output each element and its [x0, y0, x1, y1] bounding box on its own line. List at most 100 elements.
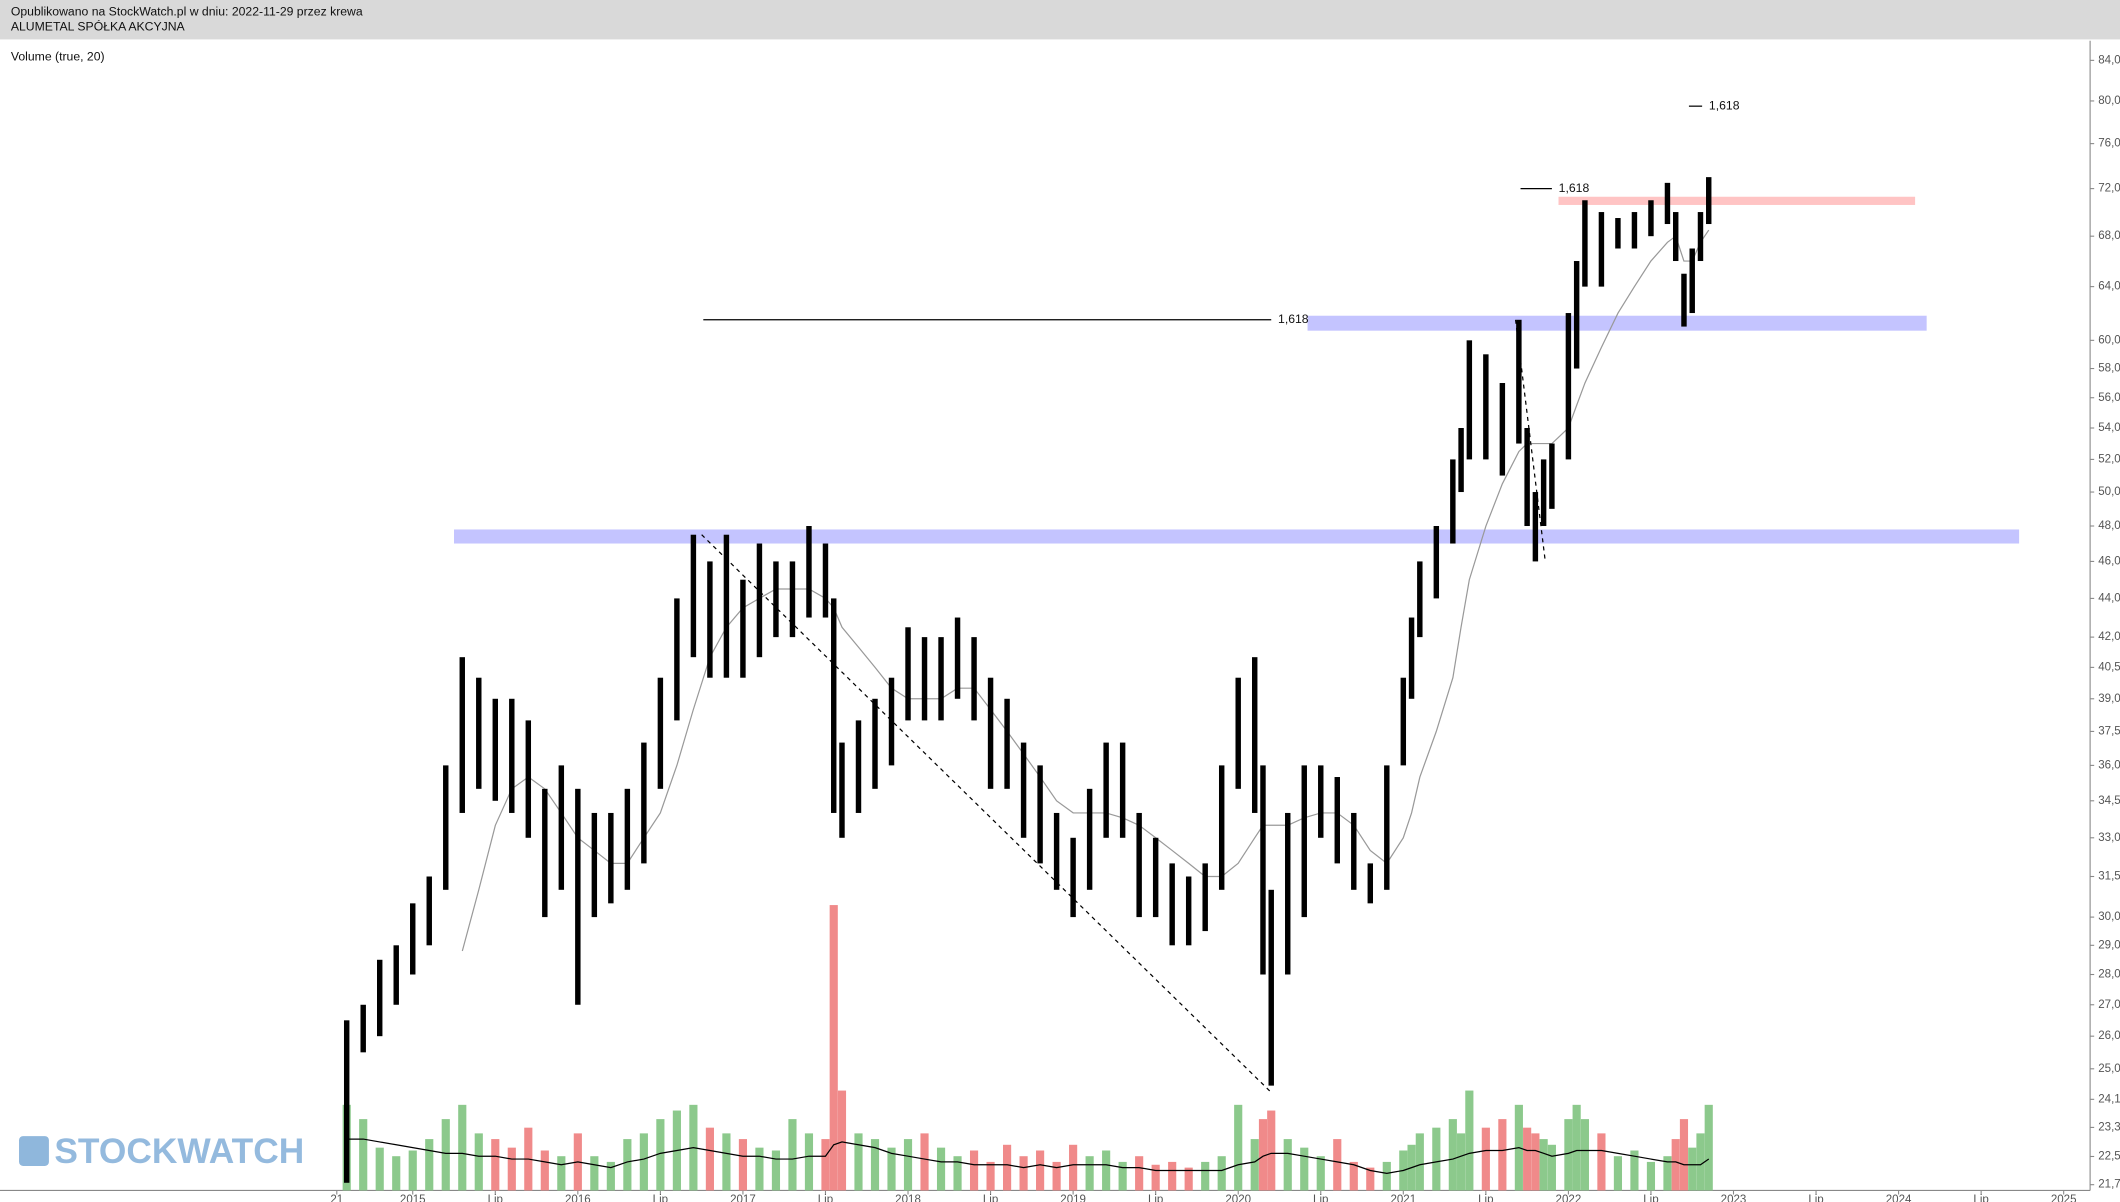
- candle: [1400, 677, 1407, 766]
- y-tick-label: 84,00: [2098, 54, 2120, 66]
- x-tick-label: 2018: [895, 1194, 921, 1202]
- candle: [839, 742, 845, 838]
- volume-bar: [639, 1133, 648, 1191]
- volume-bar: [507, 1147, 516, 1191]
- candle: [1615, 218, 1621, 249]
- candle: [806, 526, 812, 618]
- volume-bar: [1217, 1156, 1226, 1191]
- candle: [1086, 788, 1093, 890]
- indicator-label: Volume (true, 20): [11, 49, 105, 63]
- candle: [1053, 812, 1060, 890]
- candle: [921, 637, 928, 721]
- volume-bar: [1465, 1090, 1474, 1191]
- y-tick-label: 68,00: [2098, 230, 2120, 242]
- volume-bar: [887, 1147, 896, 1191]
- volume-bar: [1523, 1127, 1532, 1191]
- candle: [1252, 657, 1258, 813]
- candle: [1565, 313, 1572, 460]
- volume-bar: [821, 1139, 830, 1191]
- candle: [443, 765, 449, 890]
- volume-bar: [458, 1104, 467, 1191]
- volume-bar: [656, 1119, 665, 1191]
- volume-bar: [1547, 1144, 1556, 1191]
- y-tick-label: 76,00: [2098, 138, 2120, 150]
- volume-bar: [1184, 1167, 1193, 1191]
- candle: [1202, 863, 1208, 932]
- volume-bar: [1102, 1150, 1111, 1191]
- volume-bar: [1663, 1156, 1672, 1191]
- volume-bar: [1415, 1133, 1424, 1191]
- volume-bar: [441, 1119, 450, 1191]
- candle: [1408, 617, 1415, 699]
- volume-ma-line: [346, 1138, 1710, 1174]
- candle: [1648, 200, 1654, 237]
- candle: [1631, 212, 1638, 249]
- volume-bar: [1564, 1119, 1573, 1191]
- candle: [343, 1020, 350, 1183]
- y-tick-label: 44,00: [2098, 592, 2120, 604]
- candle: [756, 543, 763, 658]
- volume-bar: [1539, 1139, 1548, 1191]
- volume-bar: [1349, 1161, 1358, 1191]
- y-tick-label: 25,00: [2098, 1063, 2120, 1075]
- volume-bar: [1267, 1110, 1276, 1191]
- candle: [740, 579, 746, 678]
- candle: [1301, 765, 1307, 918]
- volume-bar: [1069, 1144, 1078, 1191]
- volume-bar: [1531, 1133, 1540, 1191]
- candle: [1020, 742, 1027, 838]
- x-tick-label: 2021: [1390, 1194, 1416, 1202]
- volume-bar: [1688, 1147, 1697, 1191]
- y-tick-label: 30,00: [2098, 911, 2120, 923]
- candle: [1433, 526, 1440, 599]
- candle: [1285, 812, 1291, 975]
- volume-bar: [1696, 1133, 1705, 1191]
- candle: [525, 720, 532, 838]
- x-tick-label: Lip: [1478, 1194, 1493, 1202]
- candle: [1697, 212, 1704, 262]
- x-tick-label: Lip: [818, 1194, 833, 1202]
- zone: [1307, 315, 1927, 331]
- y-tick-label: 29,00: [2098, 939, 2120, 951]
- candle: [674, 598, 680, 721]
- candle: [1573, 261, 1580, 369]
- y-tick-label: 46,00: [2098, 555, 2120, 567]
- candle: [1516, 319, 1522, 444]
- candle: [575, 788, 581, 1005]
- candle: [987, 677, 994, 789]
- candle: [690, 534, 697, 658]
- y-tick-label: 37,50: [2098, 725, 2120, 737]
- volume-bar: [1704, 1104, 1713, 1191]
- candle: [377, 959, 383, 1037]
- volume-bar: [1168, 1161, 1177, 1191]
- candle: [888, 677, 895, 766]
- candle: [723, 534, 730, 678]
- y-tick-label: 72,00: [2098, 183, 2120, 195]
- candle: [1260, 765, 1266, 975]
- candle: [1334, 777, 1340, 864]
- candle: [1169, 863, 1175, 946]
- x-tick-label: 2016: [565, 1194, 591, 1202]
- candle: [855, 720, 862, 813]
- volume-bar: [804, 1133, 814, 1191]
- candle: [1532, 492, 1539, 562]
- x-tick-label: 2024: [1886, 1194, 1912, 1202]
- volume-bar: [623, 1139, 632, 1191]
- candle: [542, 788, 548, 918]
- volume-bar: [1283, 1139, 1292, 1191]
- x-tick-label: 2019: [1060, 1194, 1086, 1202]
- candle: [1235, 677, 1241, 789]
- candle: [360, 1004, 366, 1053]
- y-tick-label: 42,00: [2098, 631, 2120, 643]
- y-tick-label: 40,50: [2098, 661, 2120, 673]
- volume-bar: [1036, 1150, 1045, 1191]
- y-tick-label: 39,00: [2098, 693, 2120, 705]
- volume-bar: [474, 1133, 483, 1191]
- volume-bar: [1118, 1161, 1127, 1191]
- volume-bar: [854, 1133, 863, 1191]
- candle: [1417, 561, 1423, 638]
- candle: [1152, 837, 1159, 918]
- y-tick-label: 52,00: [2098, 453, 2120, 465]
- x-tick-label: Lip: [1973, 1194, 1988, 1202]
- y-tick-label: 50,00: [2098, 486, 2120, 498]
